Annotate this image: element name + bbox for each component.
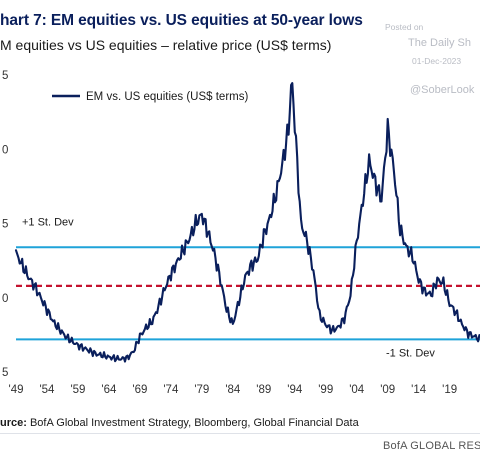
footer-bar: BofA GLOBAL RESEA — [0, 433, 480, 459]
source-text: BofA Global Investment Strategy, Bloombe… — [26, 417, 359, 429]
x-tick-label: '69 — [132, 384, 147, 396]
chart-title: hart 7: EM equities vs. US equities at 5… — [0, 12, 363, 29]
x-tick-label: '99 — [318, 384, 333, 396]
x-tick-label: '19 — [442, 384, 457, 396]
y-tick-label: 5 — [2, 70, 8, 82]
chart-subtitle: M equities vs US equities – relative pri… — [0, 37, 332, 53]
x-tick-label: '64 — [101, 384, 117, 396]
watermark-handle: @SoberLook — [410, 84, 475, 96]
x-tick-label: '74 — [163, 384, 179, 396]
x-tick-label: '14 — [411, 384, 427, 396]
x-tick-label: '59 — [70, 384, 85, 396]
footer-brand: BofA GLOBAL RESEA — [383, 440, 480, 452]
y-tick-label: 0 — [2, 293, 8, 305]
x-tick-label: '09 — [380, 384, 395, 396]
x-tick-label: '79 — [194, 384, 209, 396]
y-tick-label: 5 — [2, 219, 8, 231]
legend-label: EM vs. US equities (US$ terms) — [86, 91, 248, 103]
x-tick-label: '89 — [256, 384, 271, 396]
reference-line-label: -1 St. Dev — [386, 347, 435, 359]
reference-line-label: +1 St. Dev — [22, 216, 74, 228]
legend: EM vs. US equities (US$ terms) — [52, 91, 248, 103]
x-tick-label: '49 — [9, 384, 24, 396]
y-tick-label: 0 — [2, 144, 8, 156]
watermark-date: 01-Dec-2023 — [412, 56, 462, 66]
reference-lines — [16, 246, 480, 341]
y-tick-label: 5 — [2, 367, 8, 379]
source-note: urce: BofA Global Investment Strategy, B… — [0, 417, 359, 429]
x-axis-ticks: '49 '54 '59 '64 '69 '74 '79 '84 '89 '94 '99 '04 '09 '… — [9, 384, 458, 396]
x-tick-label: '04 — [349, 384, 365, 396]
x-tick-label: '54 — [39, 384, 55, 396]
watermark-site: The Daily Sh — [408, 37, 471, 49]
watermark-posted: Posted on — [385, 22, 424, 32]
series-line-em-vs-us — [14, 82, 480, 363]
source-label: urce: — [0, 417, 27, 429]
x-tick-label: '84 — [225, 384, 241, 396]
y-axis-ticks: 5 0 5 0 5 — [2, 70, 8, 379]
reference-line-labels: +1 St. Dev -1 St. Dev — [22, 216, 435, 359]
x-tick-label: '94 — [287, 384, 303, 396]
